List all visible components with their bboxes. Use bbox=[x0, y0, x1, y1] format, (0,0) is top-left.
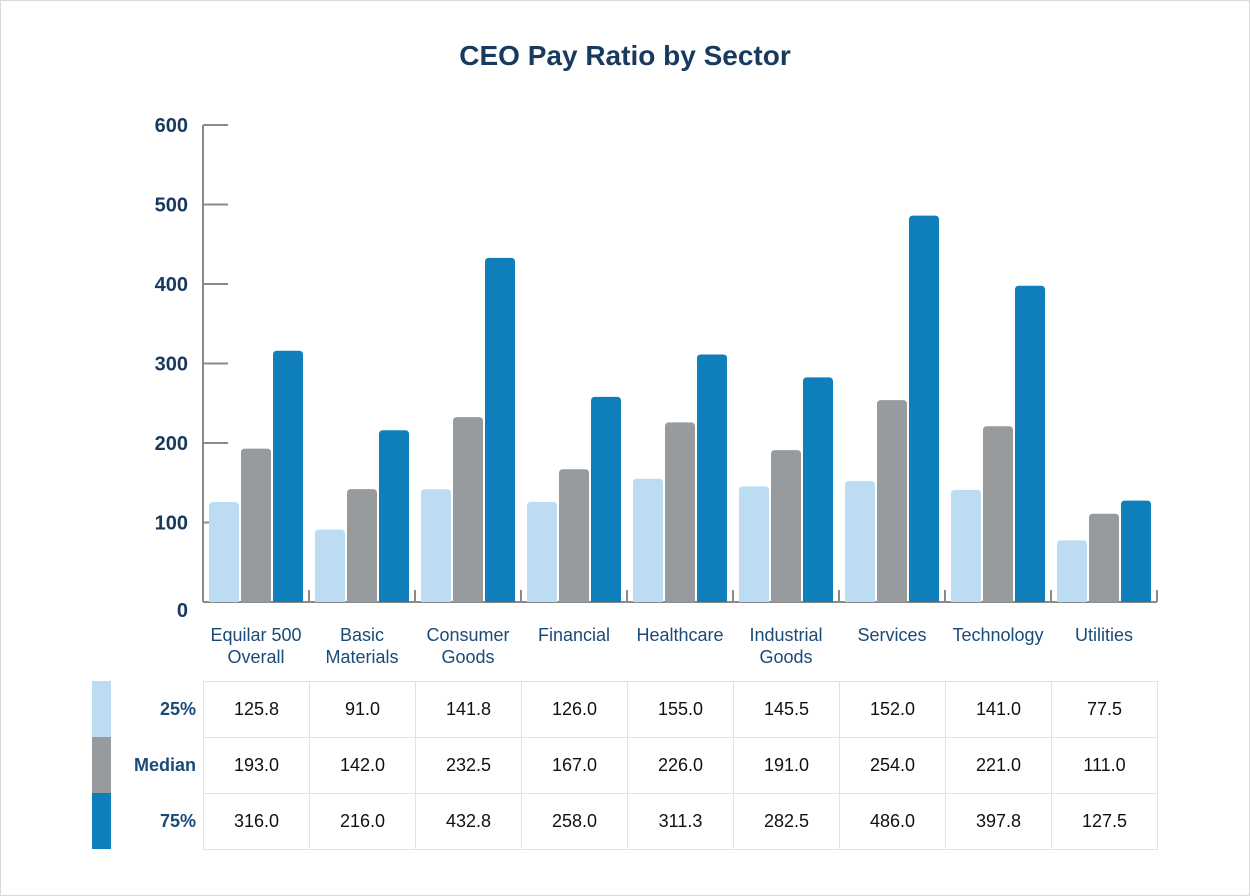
x-category-label: Technology bbox=[952, 625, 1043, 645]
chart-title: CEO Pay Ratio by Sector bbox=[459, 40, 791, 71]
table-cell: 432.8 bbox=[415, 793, 522, 850]
legend-item-75: 75% bbox=[92, 793, 202, 849]
table-cell: 125.8 bbox=[203, 681, 310, 738]
bar bbox=[453, 417, 483, 602]
bar bbox=[559, 469, 589, 602]
bar bbox=[273, 350, 303, 602]
legend-item-median: Median bbox=[92, 737, 202, 793]
table-cell: 311.3 bbox=[627, 793, 734, 850]
bar bbox=[983, 426, 1013, 602]
bar bbox=[485, 257, 515, 602]
legend-label-75: 75% bbox=[159, 811, 196, 831]
x-category-label: Utilities bbox=[1075, 625, 1133, 645]
table-cell: 232.5 bbox=[415, 737, 522, 794]
table-cell: 254.0 bbox=[839, 737, 946, 794]
table-cell: 141.8 bbox=[415, 681, 522, 738]
data-table: 125.8 91.0 141.8 126.0 155.0 145.5 152.0 141.0 7… bbox=[203, 681, 1158, 850]
bar bbox=[527, 501, 557, 602]
x-category-label: Industrial Goods bbox=[749, 625, 822, 667]
table-cell: 91.0 bbox=[309, 681, 416, 738]
bar bbox=[1057, 540, 1087, 602]
bar bbox=[665, 422, 695, 602]
table-cell: 126.0 bbox=[521, 681, 628, 738]
y-tick-label: 300 bbox=[155, 354, 188, 376]
bar bbox=[241, 448, 271, 602]
table-cell: 145.5 bbox=[733, 681, 840, 738]
bar-chart: 0 100 200 300 400 500 600 Equilar 500 Overall Bas… bbox=[155, 115, 1158, 667]
legend-swatch-25 bbox=[92, 681, 111, 737]
table-cell: 486.0 bbox=[839, 793, 946, 850]
bar bbox=[633, 478, 663, 602]
legend-swatch-75 bbox=[92, 793, 111, 849]
bar bbox=[1015, 285, 1045, 602]
legend: 25% Median 75% bbox=[92, 681, 202, 849]
bar bbox=[315, 529, 345, 602]
bar bbox=[591, 396, 621, 602]
y-tick-label: 500 bbox=[155, 195, 188, 217]
table-cell: 226.0 bbox=[627, 737, 734, 794]
table-cell: 111.0 bbox=[1051, 737, 1158, 794]
bar bbox=[771, 450, 801, 602]
bar bbox=[347, 489, 377, 602]
table-cell: 77.5 bbox=[1051, 681, 1158, 738]
table-cell: 155.0 bbox=[627, 681, 734, 738]
table-cell: 216.0 bbox=[309, 793, 416, 850]
table-cell: 282.5 bbox=[733, 793, 840, 850]
x-category-label: Equilar 500 Overall bbox=[210, 625, 301, 667]
y-tick-label: 0 bbox=[177, 600, 188, 622]
y-tick-label: 400 bbox=[155, 274, 188, 296]
table-row-median: 193.0 142.0 232.5 167.0 226.0 191.0 254.0 221.0… bbox=[203, 737, 1158, 794]
legend-label-median: Median bbox=[133, 755, 196, 775]
table-cell: 221.0 bbox=[945, 737, 1052, 794]
table-cell: 193.0 bbox=[203, 737, 310, 794]
bar bbox=[803, 377, 833, 602]
bar bbox=[379, 430, 409, 602]
bar bbox=[697, 354, 727, 602]
table-cell: 191.0 bbox=[733, 737, 840, 794]
table-cell: 141.0 bbox=[945, 681, 1052, 738]
x-category-label: Financial bbox=[538, 625, 610, 645]
legend-label-25: 25% bbox=[159, 699, 196, 719]
table-cell: 397.8 bbox=[945, 793, 1052, 850]
x-category-label: Healthcare bbox=[636, 625, 723, 645]
bar bbox=[1089, 513, 1119, 602]
y-tick-label: 200 bbox=[155, 433, 188, 455]
y-tick-label: 100 bbox=[155, 513, 188, 535]
bar bbox=[909, 215, 939, 602]
bar bbox=[951, 489, 981, 602]
x-category-label: Basic Materials bbox=[325, 625, 398, 667]
x-category-label: Consumer Goods bbox=[426, 625, 509, 667]
bar bbox=[421, 489, 451, 602]
table-cell: 258.0 bbox=[521, 793, 628, 850]
bar bbox=[877, 400, 907, 602]
table-cell: 127.5 bbox=[1051, 793, 1158, 850]
bar bbox=[845, 481, 875, 602]
table-row-25: 125.8 91.0 141.8 126.0 155.0 145.5 152.0 141.0 7… bbox=[203, 681, 1158, 738]
bar bbox=[209, 501, 239, 602]
table-cell: 167.0 bbox=[521, 737, 628, 794]
table-cell: 142.0 bbox=[309, 737, 416, 794]
y-tick-label: 600 bbox=[155, 115, 188, 137]
bar bbox=[1121, 500, 1151, 602]
table-row-75: 316.0 216.0 432.8 258.0 311.3 282.5 486.0 397.8… bbox=[203, 793, 1158, 850]
x-category-label: Services bbox=[857, 625, 926, 645]
table-cell: 316.0 bbox=[203, 793, 310, 850]
legend-item-25: 25% bbox=[92, 681, 202, 737]
bar bbox=[739, 486, 769, 602]
table-cell: 152.0 bbox=[839, 681, 946, 738]
legend-swatch-median bbox=[92, 737, 111, 793]
